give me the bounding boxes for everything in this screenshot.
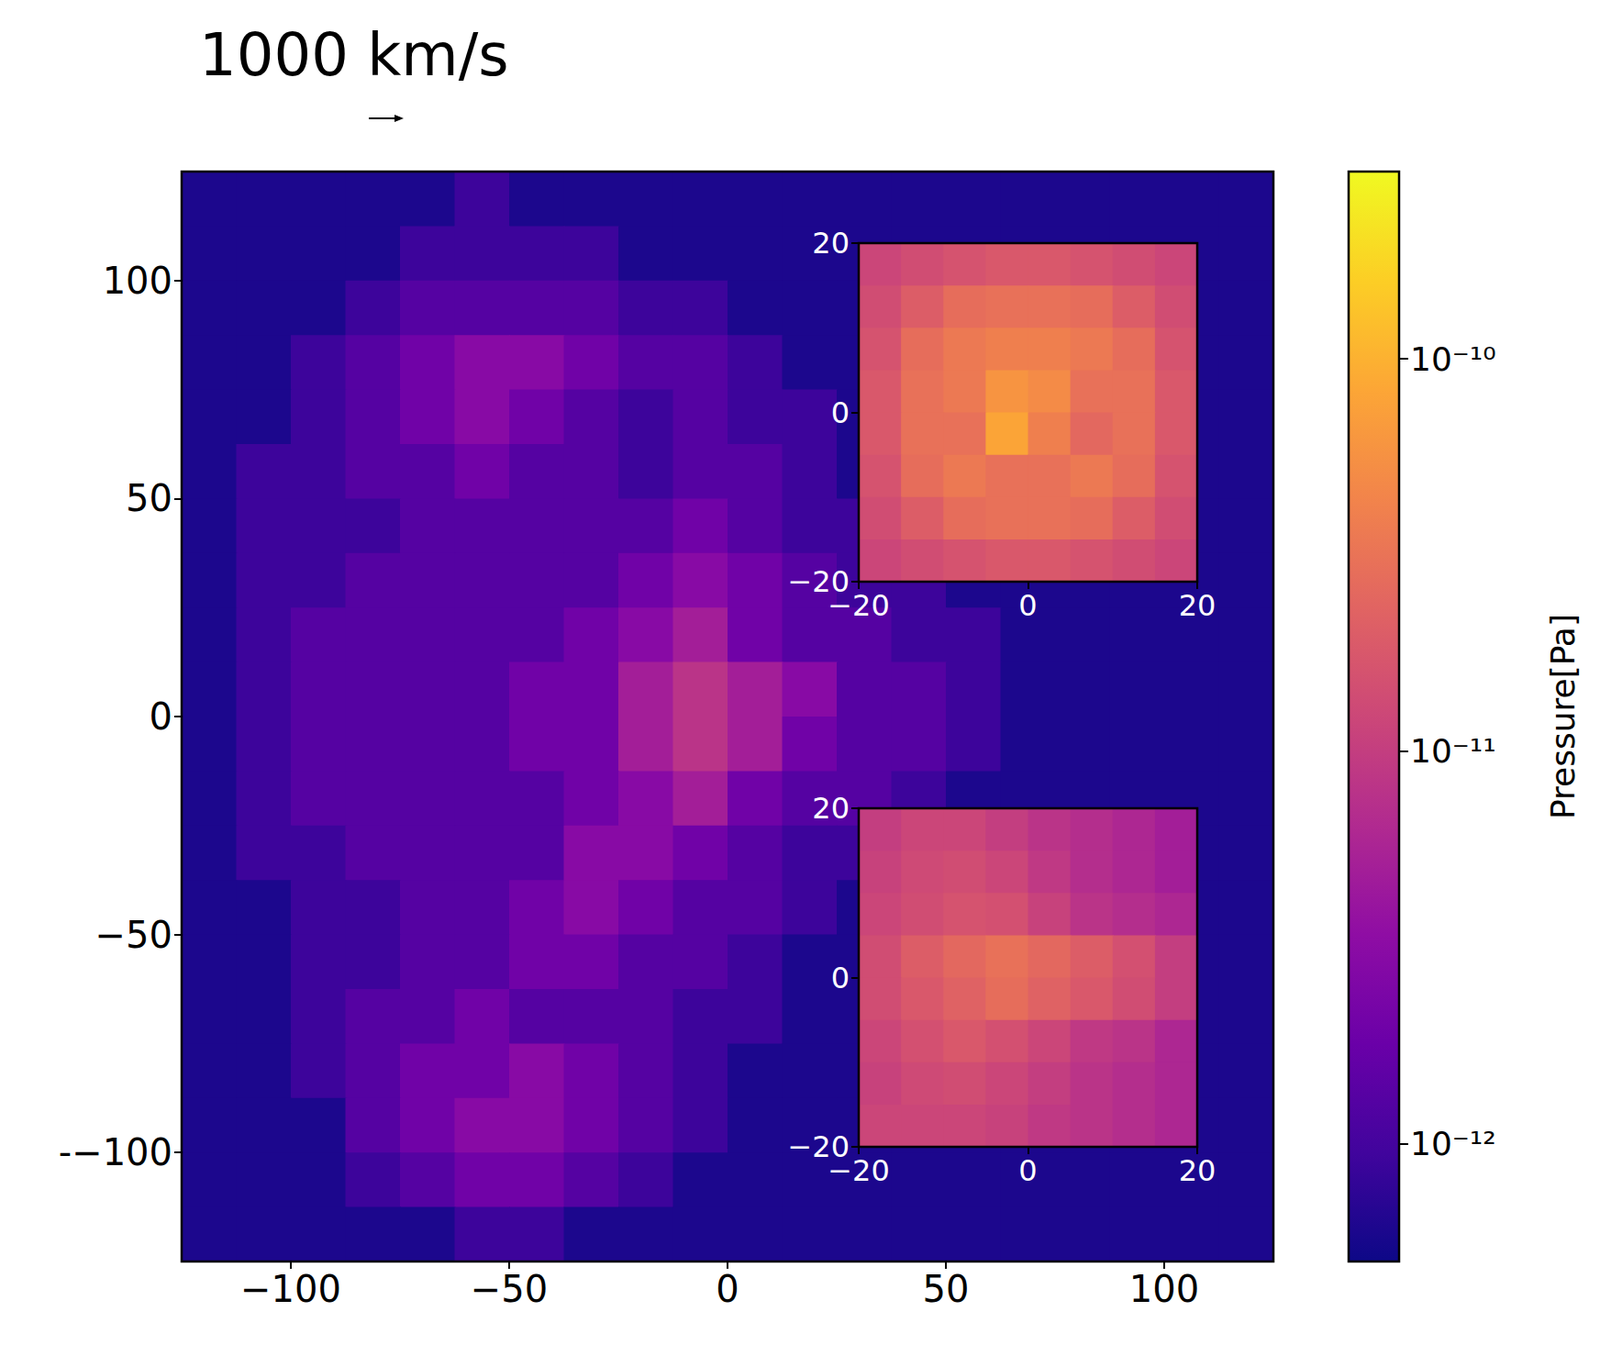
svg-text:10⁻¹²: 10⁻¹² <box>1410 1124 1497 1163</box>
svg-text:10⁻¹¹: 10⁻¹¹ <box>1410 732 1497 770</box>
svg-text:100: 100 <box>1129 1267 1200 1311</box>
svg-text:−50: −50 <box>470 1267 548 1311</box>
svg-text:0: 0 <box>831 395 850 431</box>
svg-text:−20: −20 <box>787 564 850 600</box>
svg-text:Pressure[Pa]: Pressure[Pa] <box>1544 613 1582 820</box>
svg-text:−100: −100 <box>240 1267 342 1311</box>
svg-text:100: 100 <box>102 259 173 302</box>
svg-text:-−100: -−100 <box>58 1131 173 1174</box>
svg-text:0: 0 <box>1018 1153 1037 1189</box>
svg-text:0: 0 <box>715 1267 739 1311</box>
svg-text:−20: −20 <box>827 588 890 623</box>
svg-text:−50: −50 <box>95 913 173 956</box>
svg-text:50: 50 <box>922 1267 970 1311</box>
svg-text:−20: −20 <box>827 1153 890 1189</box>
svg-text:1000 km/s: 1000 km/s <box>199 21 510 89</box>
svg-text:10⁻¹⁰: 10⁻¹⁰ <box>1410 340 1497 378</box>
svg-text:0: 0 <box>831 960 850 996</box>
svg-text:0: 0 <box>149 695 173 738</box>
svg-text:20: 20 <box>811 790 850 826</box>
svg-text:20: 20 <box>1178 1153 1217 1189</box>
svg-text:20: 20 <box>811 225 850 261</box>
svg-text:50: 50 <box>125 477 173 520</box>
svg-text:20: 20 <box>1178 588 1217 623</box>
svg-text:0: 0 <box>1018 588 1037 623</box>
svg-text:−20: −20 <box>787 1129 850 1165</box>
